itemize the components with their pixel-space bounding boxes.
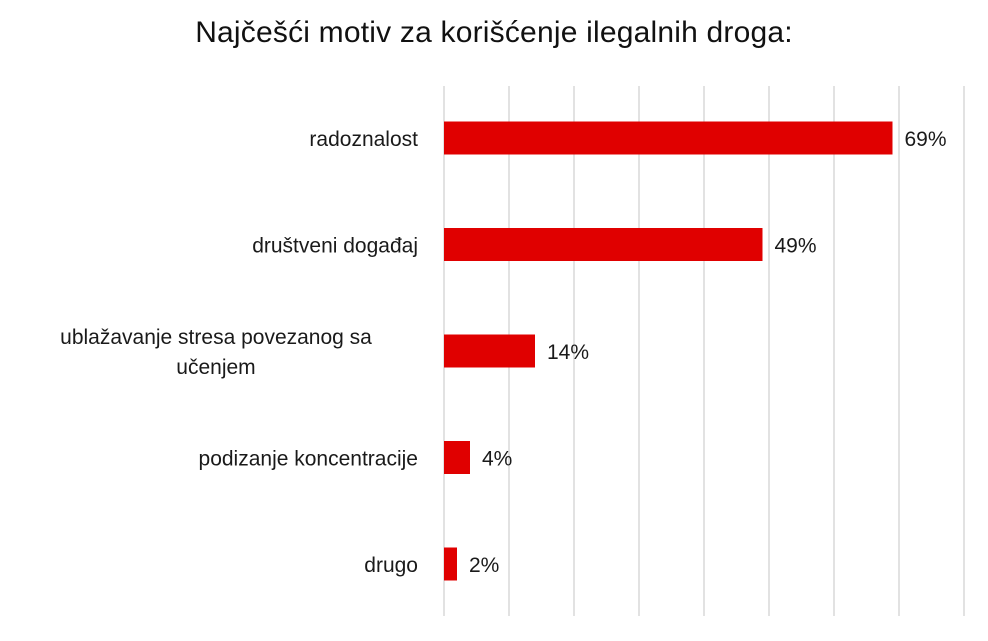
- category-label-1: društveni događaj: [252, 235, 418, 258]
- label-layer: 69% radoznalost 49% društveni događaj 14% ubl…: [60, 128, 946, 577]
- bar-layer: [444, 121, 893, 581]
- bar-1: [444, 228, 763, 261]
- data-label-0: 69%: [905, 128, 947, 151]
- bar-2: [444, 334, 535, 368]
- category-label-4: drugo: [364, 554, 418, 577]
- data-label-1: 49%: [775, 235, 817, 258]
- category-label-2: ublažavanje stresa povezanog sa učenjem: [60, 326, 372, 379]
- data-label-2: 14%: [547, 341, 589, 364]
- bar-3: [444, 441, 470, 474]
- data-label-4: 2%: [469, 554, 499, 577]
- bar-4: [444, 547, 457, 581]
- bar-0: [444, 121, 893, 155]
- category-label-0: radoznalost: [309, 128, 418, 151]
- data-label-3: 4%: [482, 448, 512, 471]
- category-label-3: podizanje koncentracije: [199, 448, 418, 471]
- chart-title: Najčešći motiv za korišćenje ilegalnih d…: [195, 16, 793, 49]
